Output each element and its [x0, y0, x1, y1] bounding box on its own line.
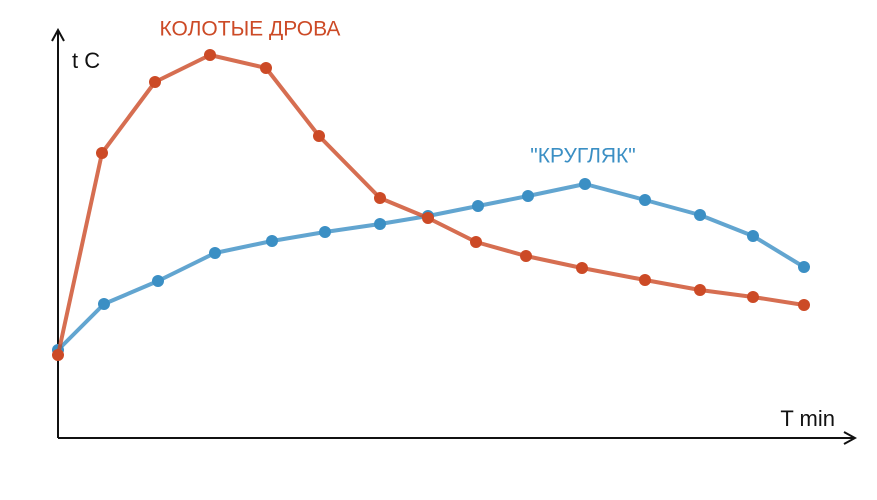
data-point — [422, 212, 434, 224]
data-point — [472, 200, 484, 212]
data-point — [260, 62, 272, 74]
data-point — [374, 192, 386, 204]
data-point — [522, 190, 534, 202]
data-point — [96, 147, 108, 159]
x-axis-label: T min — [780, 406, 835, 431]
data-point — [152, 275, 164, 287]
data-point — [149, 76, 161, 88]
series-line — [56, 53, 805, 356]
data-point — [747, 291, 759, 303]
data-point — [694, 209, 706, 221]
data-point — [313, 130, 325, 142]
data-point — [798, 261, 810, 273]
data-point — [798, 299, 810, 311]
data-point — [266, 235, 278, 247]
data-point — [747, 230, 759, 242]
data-point — [639, 194, 651, 206]
data-point — [694, 284, 706, 296]
data-point — [520, 250, 532, 262]
y-axis-label: t C — [72, 48, 100, 73]
series-line — [56, 182, 806, 352]
data-point — [470, 236, 482, 248]
data-point — [374, 218, 386, 230]
data-point — [639, 274, 651, 286]
series-label: "КРУГЛЯК" — [530, 145, 635, 168]
data-point — [319, 226, 331, 238]
series-label: КОЛОТЫЕ ДРОВА — [160, 18, 341, 41]
data-point — [98, 298, 110, 310]
data-point — [576, 262, 588, 274]
data-point — [209, 247, 221, 259]
data-point — [52, 349, 64, 361]
data-point — [579, 178, 591, 190]
data-point — [204, 49, 216, 61]
